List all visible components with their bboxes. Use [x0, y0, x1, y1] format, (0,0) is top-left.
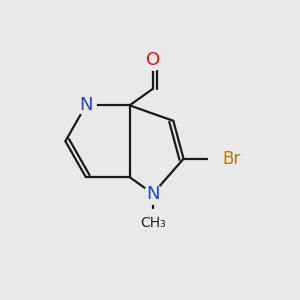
Text: N: N [146, 185, 160, 203]
Text: Br: Br [222, 150, 241, 168]
Text: O: O [146, 51, 160, 69]
Text: N: N [79, 96, 93, 114]
Text: CH₃: CH₃ [140, 216, 166, 230]
